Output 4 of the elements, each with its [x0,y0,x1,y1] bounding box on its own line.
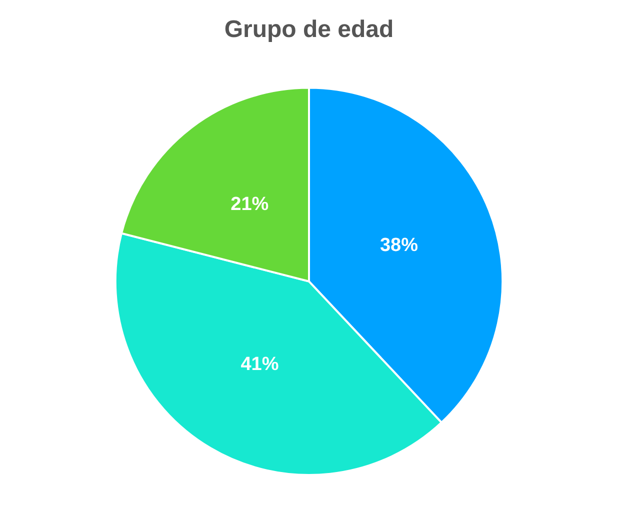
data-label: 41% [240,354,279,375]
data-label: 38% [380,235,418,256]
chart-title: Grupo de edad [224,16,394,44]
data-label: 21% [230,194,269,216]
